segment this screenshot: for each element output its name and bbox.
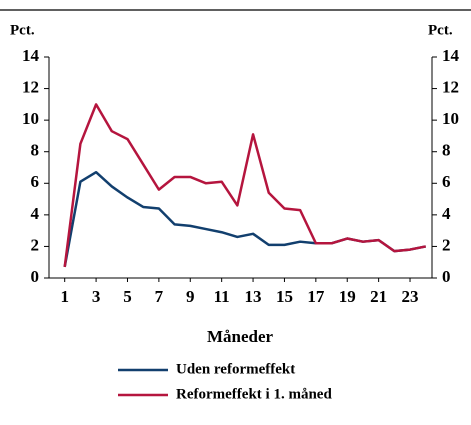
x-tick-label: 13 [245,287,262,306]
x-tick-label: 5 [123,287,132,306]
y2-tick-label: 2 [442,235,451,254]
x-tick-label: 9 [186,287,195,306]
y2-tick-label: 10 [442,109,459,128]
x-tick-label: 19 [339,287,356,306]
x-axis-title: Måneder [207,327,274,346]
series-line [63,170,426,268]
x-tick-label: 3 [92,287,101,306]
y2-tick-label: 0 [442,267,451,286]
series-line [63,103,426,268]
y-tick-label: 14 [22,46,40,65]
x-tick-label: 11 [214,287,230,306]
legend-label: Uden reformeffekt [176,361,295,377]
y2-tick-label: 8 [442,141,451,160]
y2-axis-title: Pct. [428,22,453,38]
x-tick-label: 23 [402,287,419,306]
y2-tick-label: 12 [442,77,459,96]
y-tick-label: 4 [31,204,40,223]
y-tick-label: 2 [31,235,40,254]
y-tick-label: 12 [22,77,39,96]
y-tick-label: 8 [31,141,40,160]
x-tick-label: 21 [370,287,387,306]
y2-tick-label: 14 [442,46,460,65]
y-tick-label: 0 [31,267,40,286]
y-tick-label: 10 [22,109,39,128]
legend-label: Reformeffekt i 1. måned [176,386,332,402]
x-tick-label: 17 [307,287,325,306]
y2-tick-label: 4 [442,204,451,223]
y-tick-label: 6 [31,172,40,191]
x-tick-label: 7 [155,287,164,306]
x-tick-label: 1 [60,287,69,306]
y2-tick-label: 6 [442,172,451,191]
y-axis-title: Pct. [10,22,35,38]
x-tick-label: 15 [276,287,293,306]
